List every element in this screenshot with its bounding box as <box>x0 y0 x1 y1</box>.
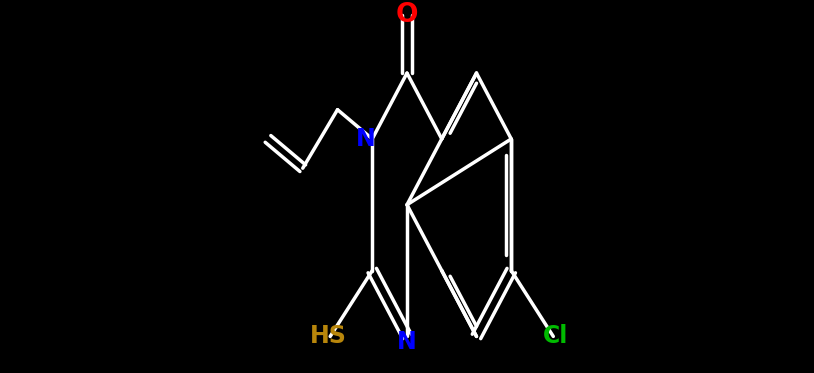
Text: O: O <box>396 1 418 28</box>
Text: N: N <box>356 127 375 151</box>
Text: HS: HS <box>310 325 347 348</box>
Text: Cl: Cl <box>542 325 568 348</box>
Text: N: N <box>397 330 417 354</box>
